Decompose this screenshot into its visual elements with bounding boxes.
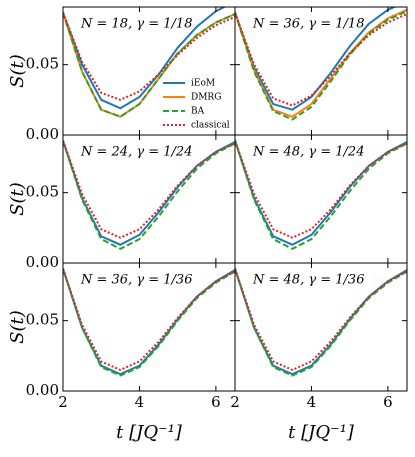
x-tick-label: 4 — [135, 393, 145, 411]
panel-frame — [234, 262, 408, 392]
data-line — [235, 268, 407, 371]
y-axis-label: S(t) — [7, 310, 28, 344]
x-tick-label: 6 — [383, 393, 393, 411]
panel-title: N = 48, γ = 1/36 — [252, 273, 364, 288]
data-line — [63, 7, 227, 110]
data-line — [63, 140, 235, 251]
y-tick-label: 0.00 — [26, 381, 59, 399]
panel-title: N = 48, γ = 1/24 — [252, 145, 364, 160]
data-line — [63, 268, 235, 377]
data-line — [63, 12, 235, 101]
data-line — [235, 140, 407, 239]
data-line — [235, 10, 407, 121]
data-line — [63, 140, 235, 239]
y-tick-label: 0.00 — [26, 125, 59, 143]
panel-title: N = 18, γ = 1/18 — [80, 17, 192, 32]
y-tick-label: 0.05 — [26, 55, 59, 73]
panel-title: N = 36, γ = 1/36 — [80, 273, 192, 288]
legend-label: DMRG — [191, 93, 221, 103]
legend-label: classical — [191, 121, 230, 131]
panel-title: N = 36, γ = 1/18 — [252, 17, 364, 32]
x-tick-label: 2 — [58, 393, 68, 411]
x-axis-label: t [JQ⁻¹] — [116, 422, 183, 443]
y-axis-label: S(t) — [7, 182, 28, 216]
y-tick-label: 0.00 — [26, 253, 59, 271]
y-tick-label: 0.05 — [26, 311, 59, 329]
x-tick-label: 6 — [211, 393, 221, 411]
x-tick-label: 4 — [307, 393, 317, 411]
y-tick-label: 0.05 — [26, 183, 59, 201]
legend-label: iEoM — [191, 79, 215, 89]
data-line — [235, 12, 407, 107]
data-line — [235, 140, 407, 251]
legend-label: BA — [191, 107, 205, 117]
x-axis-label: t [JQ⁻¹] — [288, 422, 355, 443]
panel-title: N = 24, γ = 1/24 — [80, 145, 192, 160]
data-line — [235, 268, 407, 377]
data-line — [63, 12, 235, 118]
data-line — [235, 7, 397, 111]
y-axis-label: S(t) — [7, 54, 28, 88]
x-tick-label: 2 — [230, 393, 240, 411]
data-line — [63, 268, 235, 371]
